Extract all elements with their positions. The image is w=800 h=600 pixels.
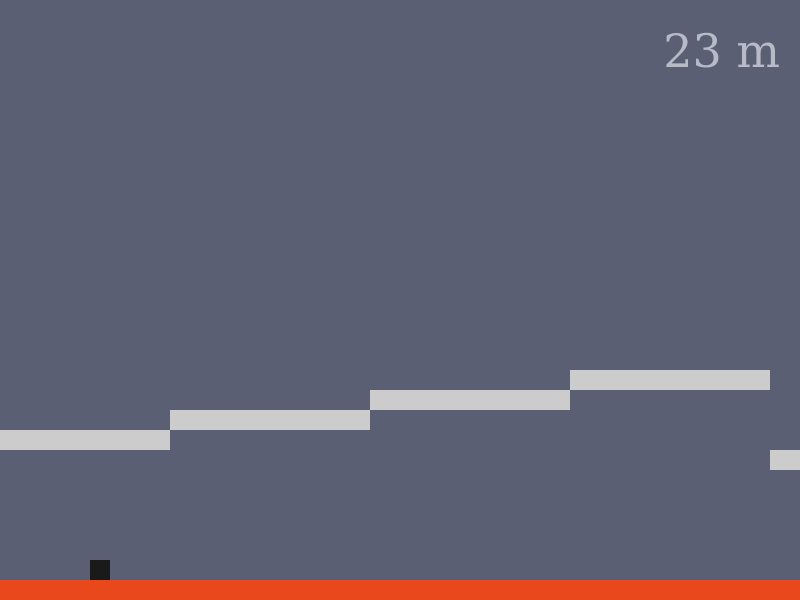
distance-score: 23 m [663,24,780,78]
platform-step [170,410,370,430]
platform-step [770,450,800,470]
platform-step [0,430,170,450]
player-square [90,560,110,580]
ground-floor [0,580,800,600]
platform-step [370,390,570,410]
platform-step [570,370,770,390]
